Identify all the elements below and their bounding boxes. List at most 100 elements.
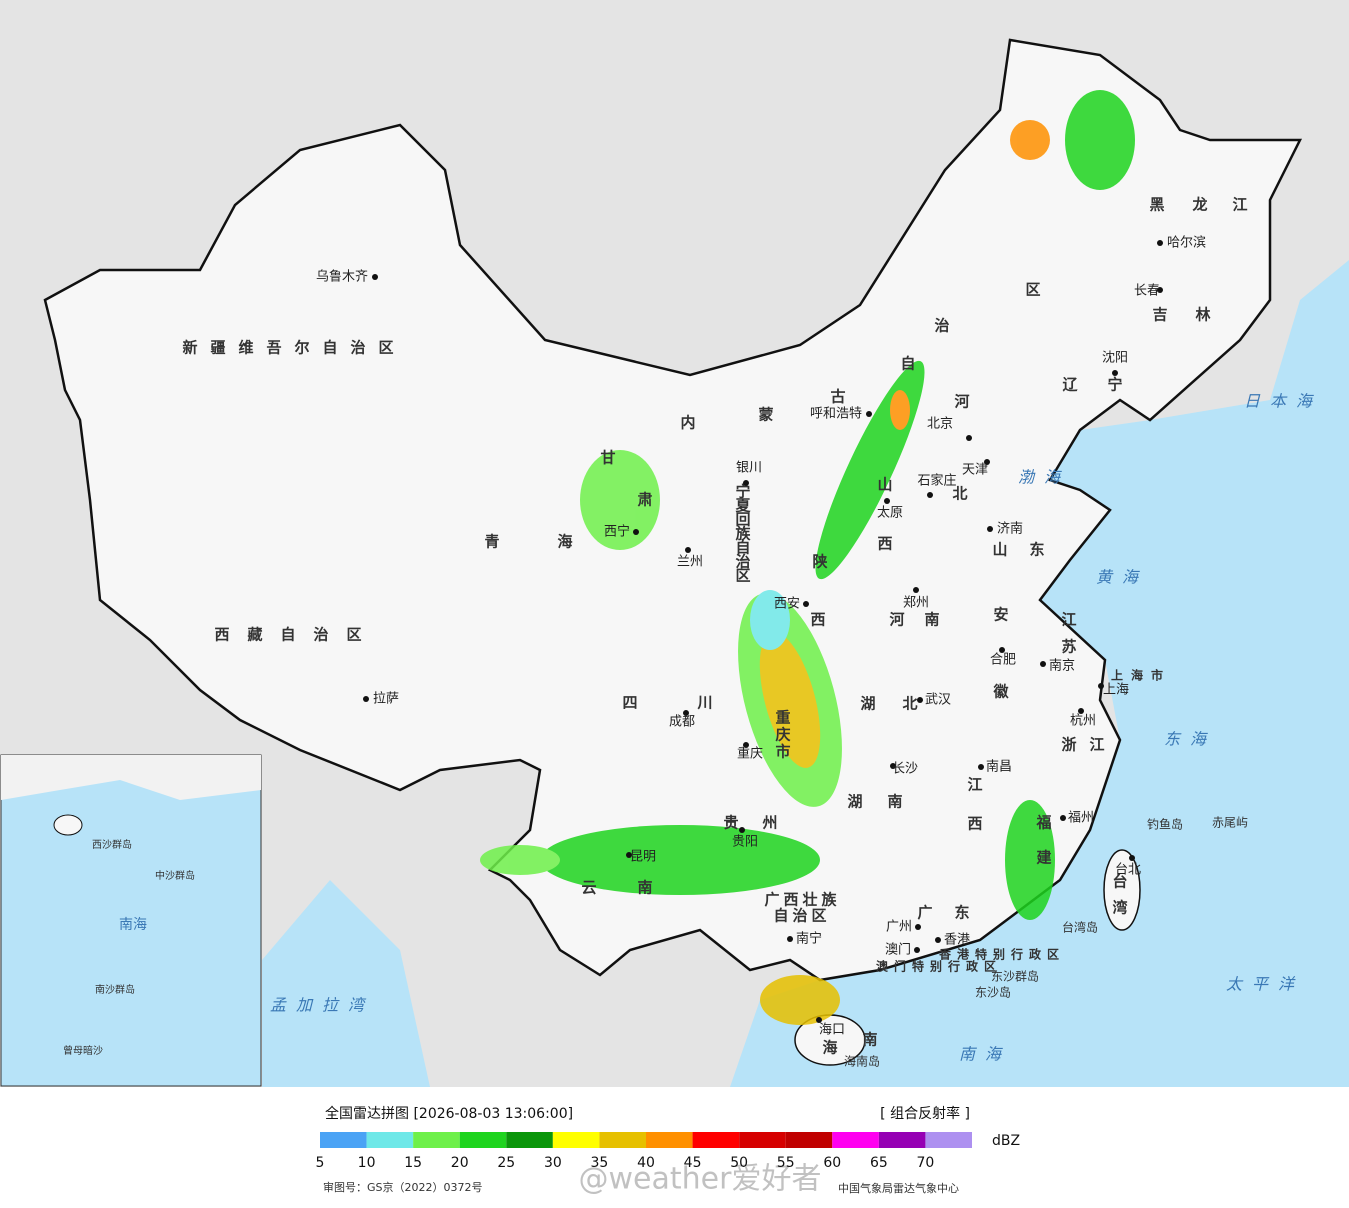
city-dot (927, 492, 933, 498)
island-label: 台湾岛 (1062, 920, 1098, 935)
echo (540, 825, 820, 895)
echo (759, 632, 821, 768)
inset-frame (0, 754, 262, 1087)
city-label: 昆明 (630, 850, 656, 865)
city-dot (890, 763, 896, 769)
city-dot (1040, 661, 1046, 667)
echo (480, 845, 560, 875)
city-dot (743, 480, 749, 486)
sea-label: 渤海 (1018, 468, 1070, 487)
legend-swatch (878, 1132, 926, 1148)
legend-swatch (413, 1132, 460, 1148)
city-dot (633, 529, 639, 535)
inset-label: 中沙群岛 (155, 869, 195, 882)
inset-label: 南沙群岛 (95, 983, 135, 996)
city-label: 成都 (669, 715, 695, 730)
legend-swatch (739, 1132, 786, 1148)
province-label: 重庆市 (775, 709, 790, 761)
city-label: 重庆 (737, 746, 763, 762)
legend-label: 70 (917, 1155, 935, 1171)
sea-label: 太平洋 (1226, 975, 1304, 994)
island-label: 海南岛 (844, 1054, 880, 1069)
sea-label: 孟加拉湾 (270, 996, 374, 1015)
echo (890, 390, 910, 430)
island-label: 东沙岛 (975, 985, 1011, 1000)
province-label: 澳门特别行政区 (876, 959, 996, 974)
city-dot (914, 947, 920, 953)
city-label: 杭州 (1070, 714, 1096, 729)
echo (1065, 90, 1135, 190)
city-dot (1157, 240, 1163, 246)
watermark: @weather爱好者 (579, 1162, 822, 1197)
city-dot (915, 924, 921, 930)
legend-label: 40 (637, 1155, 655, 1171)
echo (1005, 800, 1055, 920)
inset-land (1, 755, 261, 800)
legend-label: 50 (730, 1155, 748, 1171)
city-label: 长沙 (892, 762, 918, 777)
city-dot (913, 587, 919, 593)
echo (1010, 120, 1050, 160)
island-label: 钓鱼岛 (1147, 817, 1183, 832)
city-label: 香港 (944, 933, 970, 948)
city-dot (1060, 815, 1066, 821)
city-label: 银川 (736, 461, 762, 476)
city-dot (917, 697, 923, 703)
city-dot (1078, 708, 1084, 714)
city-dot (1112, 370, 1118, 376)
legend-swatch (459, 1132, 507, 1148)
sea-label: 东海 (1164, 730, 1216, 749)
legend-swatch (320, 1132, 367, 1148)
province-label: 西藏自治区 (214, 626, 361, 644)
city-label: 澳门 (885, 942, 911, 958)
city-label: 郑州 (903, 596, 929, 611)
radar-echoes (480, 90, 1135, 1025)
legend-label: 65 (870, 1155, 888, 1171)
city-dot (866, 411, 872, 417)
city-label: 北京 (927, 417, 953, 432)
sea-east (730, 260, 1349, 1087)
inset-label: 西沙群岛 (92, 838, 132, 851)
city-dot (739, 827, 745, 833)
city-label: 合肥 (990, 653, 1016, 668)
legend-swatch (646, 1132, 693, 1148)
legend-label: 15 (404, 1155, 422, 1171)
city-label: 西安 (774, 597, 800, 612)
inset-label: 曾母暗沙 (63, 1044, 103, 1057)
city-label: 南宁 (796, 931, 822, 947)
legend-label: 5 (316, 1155, 325, 1171)
city-dot (683, 710, 689, 716)
city-dot (685, 547, 691, 553)
legend-swatch (366, 1132, 414, 1148)
legend-swatch (832, 1132, 879, 1148)
city-label: 海口 (819, 1023, 845, 1038)
city-dot (1157, 287, 1163, 293)
city-dot (803, 601, 809, 607)
province-label: 宁夏回族自治区 (734, 483, 751, 585)
city-label: 天津 (962, 463, 988, 478)
city-label: 南昌 (986, 759, 1012, 775)
product-name: [ 组合反射率 ] (880, 1105, 970, 1122)
approval-number: 审图号：GS京（2022）0372号 (323, 1180, 483, 1194)
province-label: 上海市 (1111, 668, 1163, 683)
city-label: 贵阳 (732, 835, 758, 850)
city-dot (787, 936, 793, 942)
legend-label: 35 (591, 1155, 609, 1171)
sea-bengal (262, 880, 430, 1087)
city-dot (987, 526, 993, 532)
island-label: 赤尾屿 (1212, 816, 1248, 830)
city-label: 台北 (1115, 863, 1141, 878)
legend-swatch (599, 1132, 646, 1148)
city-dot (999, 647, 1005, 653)
city-label: 福州 (1068, 811, 1094, 826)
city-dot (984, 459, 990, 465)
legend-swatch (506, 1132, 553, 1148)
city-label: 太原 (877, 506, 903, 521)
legend-label: 45 (684, 1155, 702, 1171)
taiwan-island (1103, 849, 1141, 931)
city-label: 上海 (1103, 683, 1129, 698)
city-dot (966, 435, 972, 441)
sea-label: 南海 (959, 1045, 1011, 1064)
city-dot (626, 852, 632, 858)
unit: dBZ (992, 1133, 1020, 1149)
